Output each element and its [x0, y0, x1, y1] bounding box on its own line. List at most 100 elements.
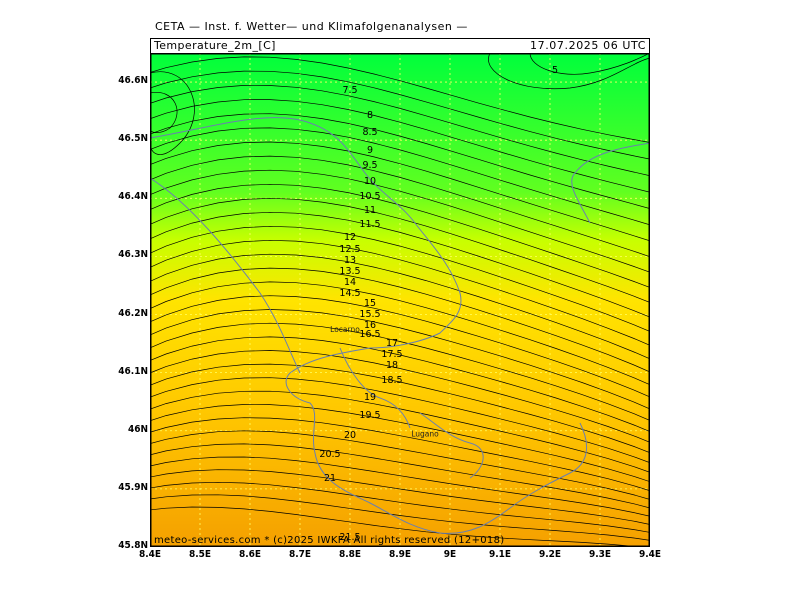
isotherm-line — [150, 295, 650, 398]
isotherm-label: 12 — [344, 232, 356, 243]
isotherm-label: 16 — [364, 320, 376, 331]
isotherm-label: 21 — [324, 473, 336, 484]
isotherm-line — [150, 363, 650, 454]
isotherm-line — [150, 267, 650, 373]
isotherm-line — [150, 99, 650, 193]
longitude-tick-label: 8.4E — [138, 549, 162, 560]
longitude-tick-label: 8.8E — [338, 549, 362, 560]
isotherm-line — [150, 253, 650, 360]
longitude-tick-label: 9.3E — [588, 549, 612, 560]
isotherm-label: 21.5 — [339, 532, 360, 543]
city-label-locarno: Locarno — [330, 325, 360, 334]
longitude-tick-label: 9E — [443, 549, 457, 560]
isotherm-line — [150, 390, 650, 473]
isotherm-label: 20.5 — [319, 449, 340, 460]
isotherm-label: 5 — [552, 65, 558, 76]
isotherm-line — [150, 506, 644, 547]
latitude-tick-label: 45.9N — [118, 481, 148, 493]
isotherm-line — [150, 71, 195, 155]
copyright-footer: meteo-services.com * (c)2025 IWKFA All r… — [154, 535, 505, 546]
isotherm-label: 10 — [364, 176, 376, 187]
isotherm-line — [150, 225, 650, 332]
isotherm-label: 8 — [367, 110, 373, 121]
isotherm-line — [150, 481, 650, 533]
isotherm-line — [150, 211, 650, 318]
isotherm-label: 16.5 — [359, 329, 380, 340]
isotherm-line — [150, 494, 650, 541]
isotherm-label: 9.5 — [362, 160, 377, 171]
longitude-tick-label: 9.2E — [538, 549, 562, 560]
longitude-tick-label: 8.6E — [238, 549, 262, 560]
isotherm-line — [150, 85, 650, 177]
latitude-tick-label: 46.5N — [118, 133, 148, 145]
isotherm-line — [150, 113, 650, 209]
isotherm-line — [150, 404, 650, 483]
longitude-tick-label: 9.4E — [638, 549, 662, 560]
isotherms — [150, 53, 650, 547]
isotherm-line — [150, 197, 650, 303]
isotherm-label: 20 — [344, 430, 356, 441]
isotherm-line — [150, 155, 650, 258]
lake-shore — [419, 412, 484, 479]
isotherm-line — [150, 322, 650, 421]
isotherm-label: 14.5 — [339, 288, 360, 299]
source-title: CETA — Inst. f. Wetter— und Klimafolgena… — [155, 20, 468, 33]
isotherm-line — [150, 239, 650, 346]
isotherm-label: 14 — [344, 277, 356, 288]
isotherm-line — [150, 70, 650, 160]
field-name: Temperature_2m_[C] — [154, 39, 276, 52]
isotherm-label: 19.5 — [359, 410, 380, 421]
latitude-tick-label: 46N — [127, 423, 148, 435]
lake-shore — [339, 347, 411, 429]
isotherm-label: 8.5 — [362, 127, 377, 138]
isotherm-line — [150, 430, 650, 500]
latitude-tick-label: 46.4N — [118, 191, 148, 203]
isotherm-line — [150, 469, 650, 525]
isotherm-line — [150, 127, 650, 226]
isotherm-line — [150, 183, 650, 288]
isotherm-line — [150, 169, 650, 273]
longitude-tick-label: 8.7E — [288, 549, 312, 560]
isotherm-label: 11 — [364, 205, 376, 216]
longitude-tick-label: 9.1E — [488, 549, 512, 560]
isotherm-line — [150, 377, 650, 464]
isotherm-label: 19 — [364, 392, 376, 403]
isotherm-line — [150, 92, 178, 133]
isotherm-line — [150, 456, 650, 517]
isotherm-label: 18.5 — [381, 375, 402, 386]
isotherm-label: 13.5 — [339, 266, 360, 277]
isotherm-line — [150, 309, 650, 410]
isotherm-line — [150, 281, 650, 386]
isotherm-label: 18 — [386, 360, 398, 371]
latitude-tick-label: 46.3N — [118, 249, 148, 261]
borders — [150, 117, 650, 534]
isotherm-label: 17.5 — [381, 349, 402, 360]
isotherm-label: 10.5 — [359, 191, 380, 202]
isotherm-line — [150, 56, 650, 143]
valid-time: 17.07.2025 06 UTC — [530, 39, 646, 52]
latitude-tick-label: 46.1N — [118, 365, 148, 377]
isotherm-label: 13 — [344, 255, 356, 266]
isotherm-label: 17 — [386, 338, 398, 349]
latitude-tick-label: 46.2N — [118, 307, 148, 319]
city-label-lugano: Lugano — [411, 430, 439, 439]
country-border — [150, 177, 301, 374]
isotherm-label: 9 — [367, 145, 373, 156]
longitude-tick-label: 8.9E — [388, 549, 412, 560]
isotherm-line — [488, 53, 650, 90]
latitude-tick-label: 45.8N — [118, 540, 148, 551]
title-bar: Temperature_2m_[C] 17.07.2025 06 UTC — [150, 38, 650, 54]
isotherm-line — [150, 443, 650, 509]
isotherm-line — [150, 350, 650, 443]
isotherm-label: 12.5 — [339, 244, 360, 255]
country-border — [571, 142, 650, 224]
isotherm-label: 15.5 — [359, 309, 380, 320]
latitude-tick-label: 46.6N — [118, 75, 148, 87]
isotherm-label: 7.5 — [342, 85, 357, 96]
isotherm-line — [150, 336, 650, 432]
cities: Locarno Lugano — [330, 325, 439, 439]
temperature-map: 5 7.5 8 8.5 9 9.5 10 10.5 11 11.5 12 12.5 13 13.5 14 14… — [150, 53, 650, 547]
isotherm-line — [150, 141, 650, 242]
isotherm-label: 15 — [364, 298, 376, 309]
isotherm-label: 11.5 — [359, 219, 380, 230]
